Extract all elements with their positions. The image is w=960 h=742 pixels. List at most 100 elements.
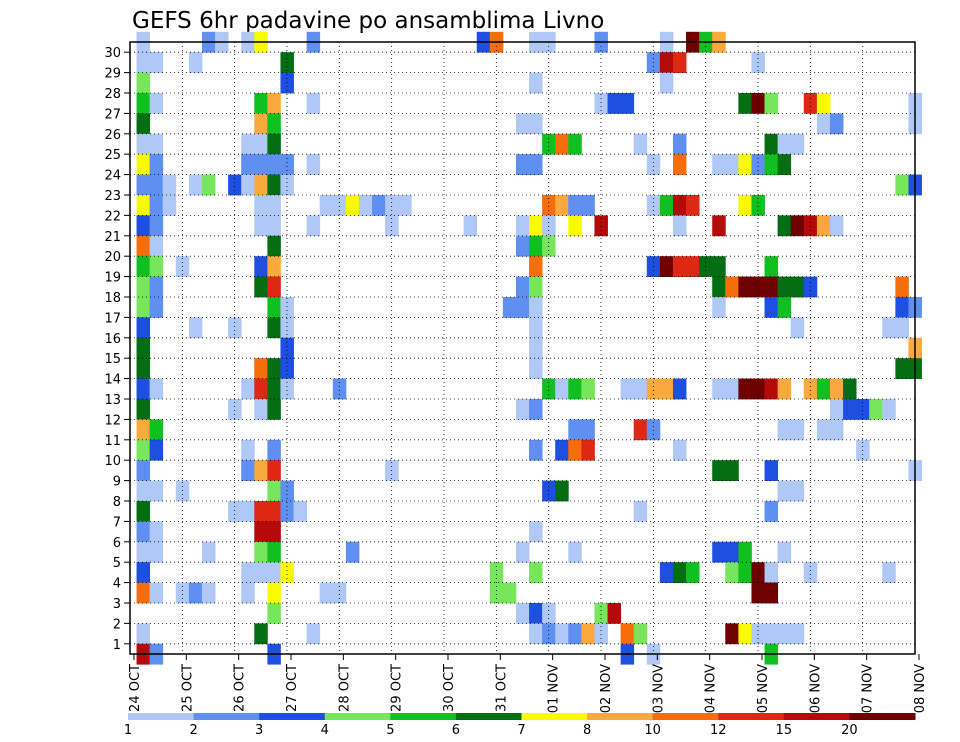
legend-label: 2 [189,723,197,738]
heatmap-cell [633,378,648,400]
heatmap-cell [345,541,360,563]
heatmap-cell [502,297,517,318]
y-tick-label: 11 [104,434,121,449]
heatmap-cell [162,174,177,196]
plot-frame [129,41,916,655]
legend-label: 20 [841,723,858,738]
y-tick-label: 10 [104,454,121,469]
heatmap-cell [241,501,255,522]
heatmap-cell [149,215,164,237]
heatmap-cell [646,154,661,175]
heatmap-cell [463,215,478,237]
y-tick-label: 14 [104,373,121,388]
heatmap-cell [267,317,281,339]
legend-swatch [849,713,916,720]
y-tick-label: 26 [104,128,121,143]
heatmap-cell [254,562,268,583]
heatmap-cell [529,215,543,237]
y-tick-label: 23 [104,189,121,204]
heatmap-cell [136,460,151,481]
heatmap-cell [725,154,739,175]
heatmap-cell [306,154,321,175]
heatmap-cell [136,133,151,155]
heatmap-cell [267,399,281,420]
heatmap-cell [254,113,268,135]
heatmap-cell [293,501,308,522]
legend-label: 3 [255,723,263,738]
heatmap-cell [306,215,321,237]
heatmap-cell [254,501,268,522]
heatmap-cell [515,399,530,420]
heatmap-cell [712,276,726,298]
heatmap-cell [136,399,151,420]
heatmap-cell [751,582,765,604]
legend-label: 10 [644,723,661,738]
heatmap-cell [502,582,517,604]
heatmap-cell [136,419,151,441]
heatmap-cell [738,195,752,216]
heatmap-cell [646,378,661,400]
heatmap-cell [319,195,334,216]
heatmap-cell [529,439,543,461]
heatmap-cell [777,623,792,645]
heatmap-cell [646,195,661,216]
heatmap-cell [568,195,582,216]
heatmap-cell [489,582,504,604]
heatmap-cell [332,378,347,400]
heatmap-cell [751,93,765,114]
heatmap-cell [280,378,294,400]
heatmap-cell [738,378,752,400]
heatmap-cell [829,378,844,400]
heatmap-cell [843,399,857,420]
heatmap-cell [515,113,530,135]
heatmap-cell [790,317,805,339]
heatmap-cell [254,93,268,114]
heatmap-cell [594,603,608,624]
heatmap-cell [149,93,164,114]
legend-label: 12 [710,723,727,738]
heatmap-cell [136,276,151,298]
heatmap-cell [136,562,151,583]
heatmap-cell [712,215,726,237]
heatmap-cell [149,419,164,441]
x-tick-label: 07 NOV [861,664,876,713]
heatmap-cell [254,460,268,481]
heatmap-cell [136,195,151,216]
heatmap-cell [136,297,151,318]
x-tick-label: 24 OCT [128,664,143,712]
x-tick-label: 08 NOV [913,664,928,713]
heatmap-cell [555,439,569,461]
y-tick-label: 30 [104,46,121,61]
heatmap-cell [594,93,608,114]
heatmap-cell [712,541,726,563]
legend-swatch [455,713,522,720]
heatmap-cell [228,501,242,522]
heatmap-cell [764,133,779,155]
heatmap-cell [895,317,909,339]
heatmap-cell [777,419,792,441]
heatmap-cell [620,93,635,114]
legend-label: 8 [583,723,591,738]
heatmap-cell [581,378,595,400]
heatmap-cell [201,541,216,563]
heatmap-cell [136,439,151,461]
heatmap-cell [201,582,216,604]
heatmap-cell [712,460,726,481]
heatmap-cell [529,337,543,359]
heatmap-cell [725,378,739,400]
heatmap-cell [136,93,151,114]
heatmap-cell [764,93,779,114]
heatmap-cell [895,276,909,298]
heatmap-cell [542,623,556,645]
x-tick-label: 05 NOV [756,664,771,713]
heatmap-cell [332,582,347,604]
heatmap-cell [136,582,151,604]
y-tick-label: 20 [104,250,121,265]
heatmap-cell [882,317,896,339]
heatmap-cell [542,378,556,400]
heatmap-cell [829,399,844,420]
legend-label: 15 [776,723,793,738]
heatmap-cell [529,154,543,175]
x-tick-label: 01 NOV [547,664,562,713]
heatmap-cell [267,235,281,257]
